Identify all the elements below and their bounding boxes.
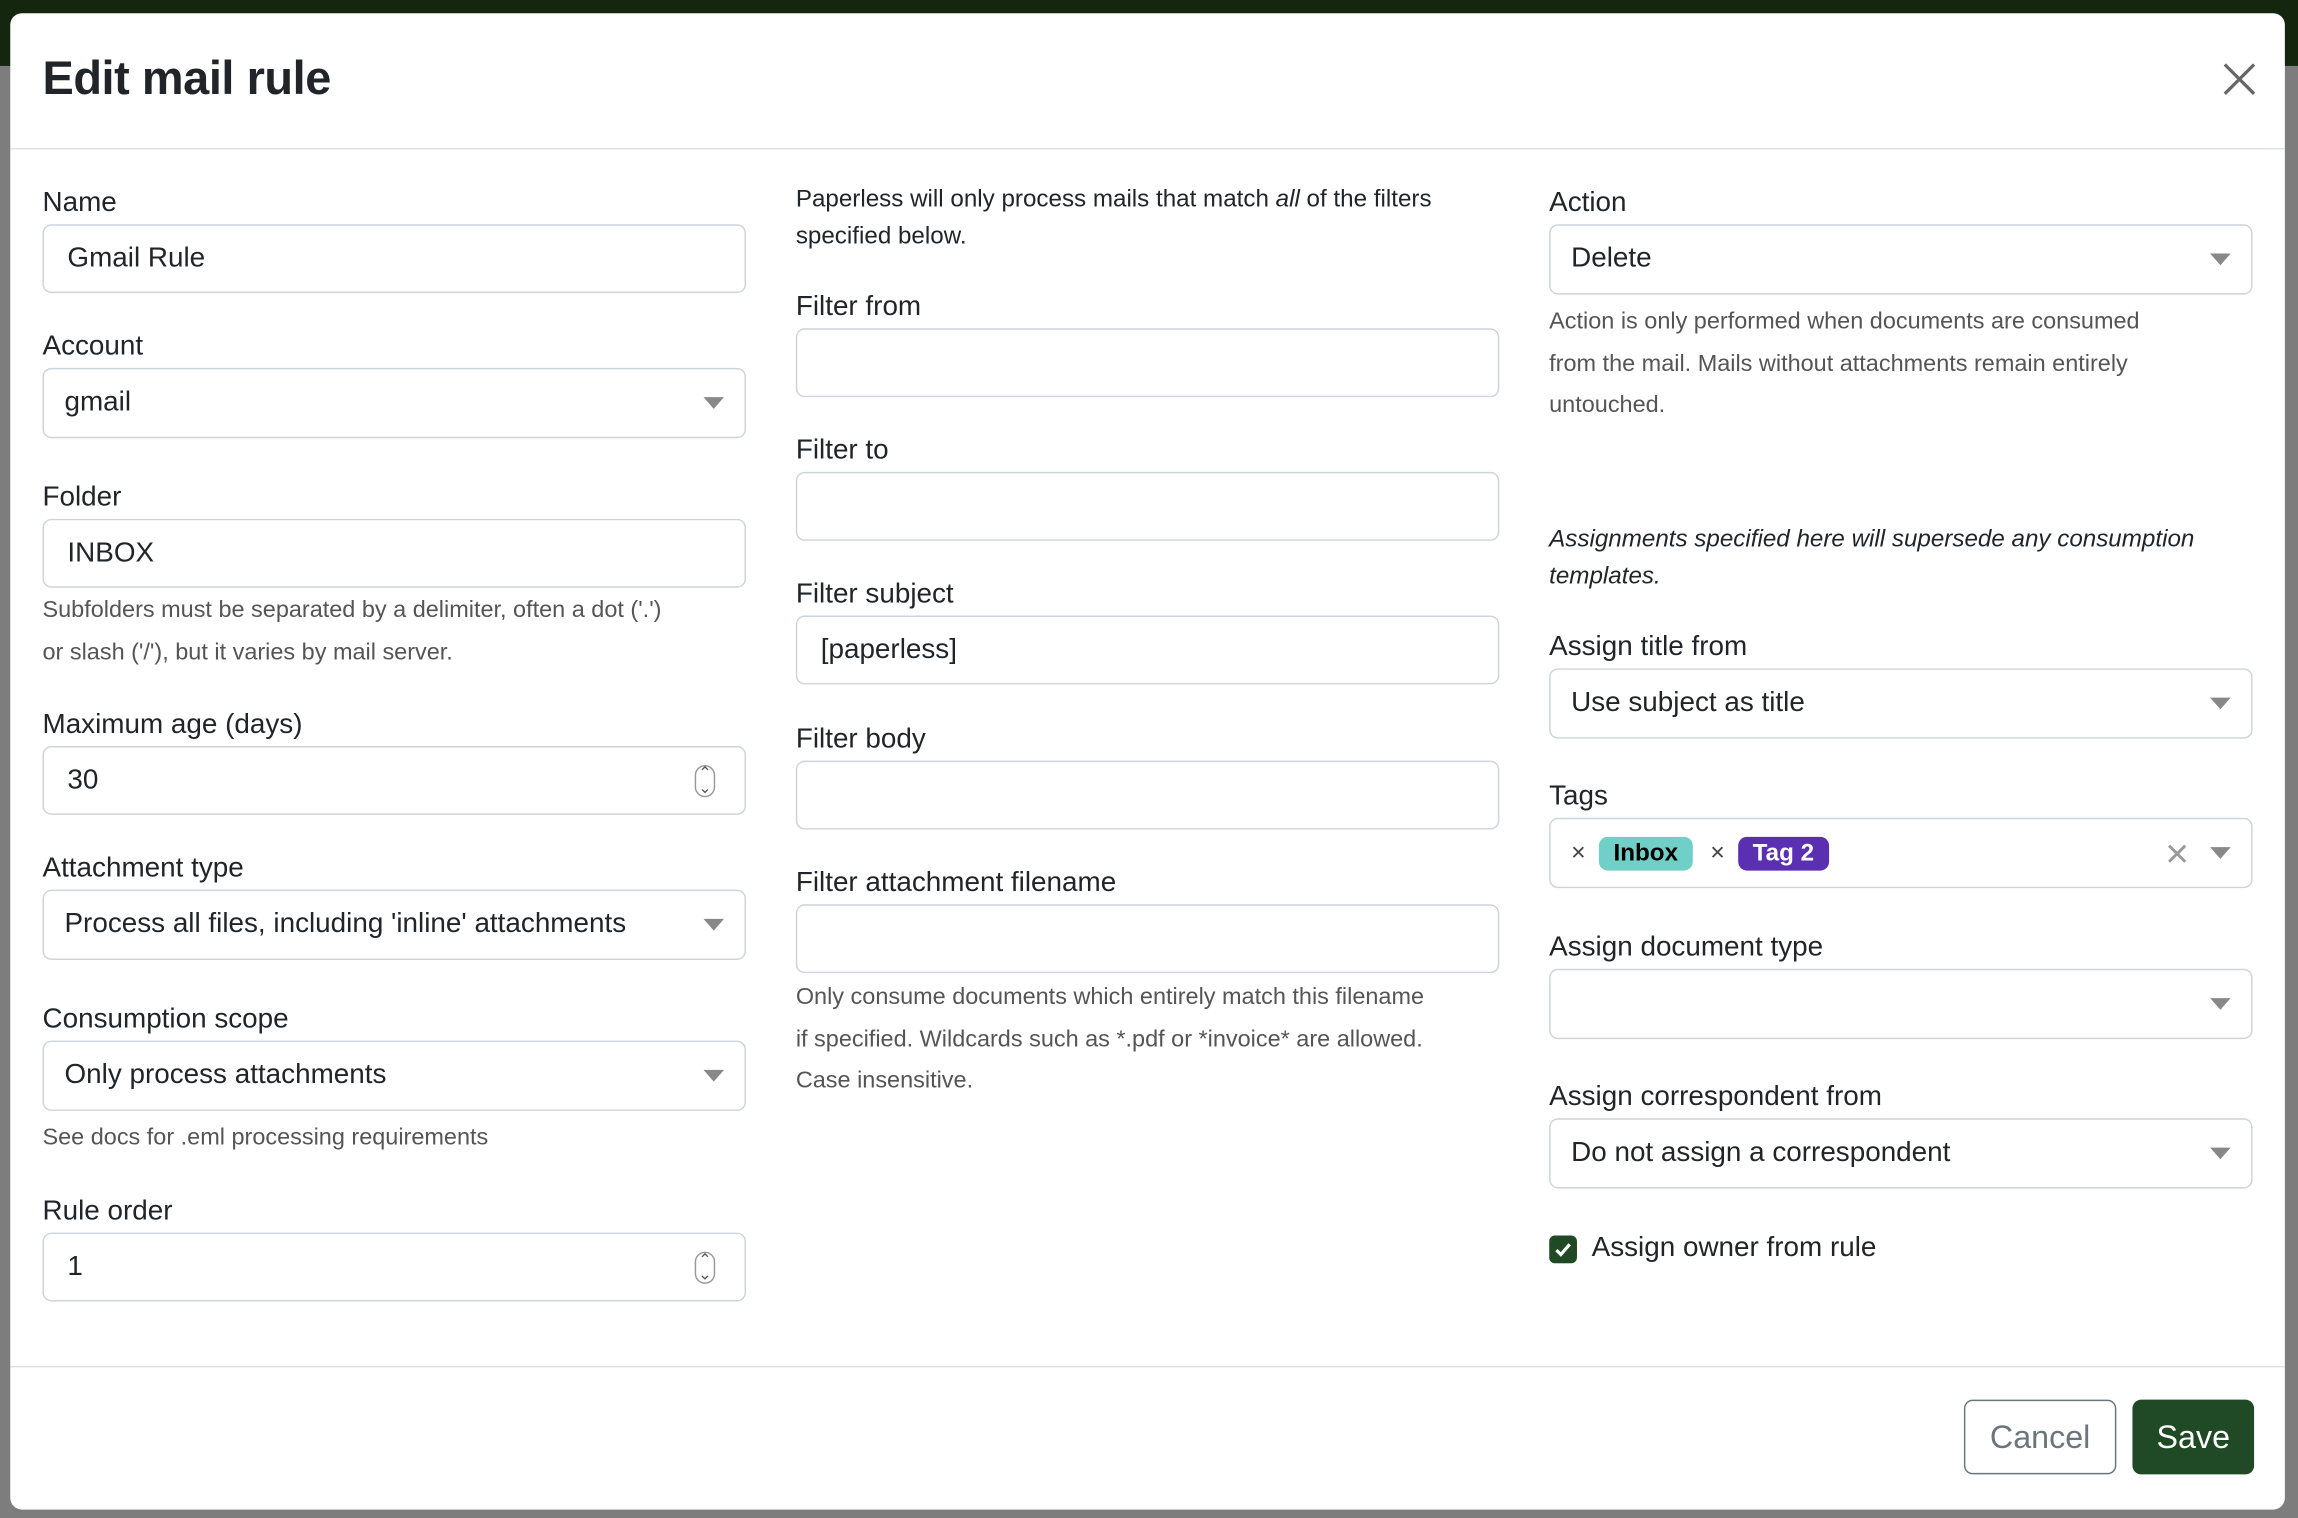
attachment-type-select[interactable]: Process all files, including 'inline' at…	[42, 889, 746, 960]
consumption-scope-help: See docs for .eml processing requirement…	[42, 1125, 489, 1151]
account-select[interactable]: gmail	[42, 367, 746, 439]
action-label: Action	[1549, 187, 1627, 219]
chevron-down-icon	[2210, 847, 2231, 859]
tag-chip-inbox: Inbox	[1598, 836, 1693, 870]
account-label: Account	[42, 331, 144, 363]
name-label: Name	[42, 187, 117, 219]
help-line: Case insensitive.	[795, 1068, 974, 1094]
consumption-scope-value: Only process attachments	[64, 1059, 387, 1091]
rule-order-label: Rule order	[42, 1195, 173, 1227]
title-from-value: Use subject as title	[1571, 687, 1805, 719]
filter-from-label: Filter from	[795, 291, 922, 323]
filter-to-input[interactable]	[795, 471, 1500, 541]
tags-select[interactable]: × Inbox × Tag 2	[1549, 817, 2253, 889]
folder-value: INBOX	[67, 537, 155, 568]
help-line: from the mail. Mails without attachments…	[1549, 351, 2128, 376]
spinner-icon[interactable]: ⌃ ⌄	[694, 765, 716, 798]
correspondent-value: Do not assign a correspondent	[1571, 1137, 1951, 1169]
folder-input[interactable]: INBOX	[42, 518, 746, 588]
title-from-select[interactable]: Use subject as title	[1549, 668, 2253, 739]
intro-emphasis: all	[1275, 186, 1300, 213]
intro-text: Paperless will only process mails that m…	[795, 186, 1276, 213]
title-from-label: Assign title from	[1549, 631, 1748, 663]
folder-label: Folder	[42, 482, 122, 513]
attachment-type-value: Process all files, including 'inline' at…	[64, 908, 627, 940]
intro-text: specified below.	[795, 222, 967, 249]
assign-owner-checkbox-row[interactable]: Assign owner from rule	[1549, 1233, 1876, 1265]
max-age-label: Maximum age (days)	[42, 709, 303, 741]
filter-body-input[interactable]	[795, 760, 1500, 830]
action-value: Delete	[1571, 243, 1652, 275]
chevron-down-icon	[703, 397, 725, 409]
folder-help-line: Subfolders must be separated by a delimi…	[42, 597, 662, 623]
filter-subject-label: Filter subject	[795, 578, 954, 610]
filter-attachment-help: Only consume documents which entirely ma…	[796, 978, 1514, 1103]
filter-to-label: Filter to	[795, 435, 889, 467]
help-line: if specified. Wildcards such as *.pdf or…	[795, 1026, 1423, 1052]
action-help: Action is only performed when documents …	[1549, 302, 2267, 427]
chevron-down-icon	[2210, 253, 2231, 266]
checkbox-checked-icon[interactable]	[1549, 1234, 1577, 1263]
intro-text: of the filters	[1299, 186, 1432, 213]
tag-chip-tag-2: Tag 2	[1738, 836, 1829, 870]
note-line: Assignments specified here will supersed…	[1549, 526, 2195, 553]
assign-owner-label: Assign owner from rule	[1591, 1232, 1877, 1264]
chevron-down-icon	[2210, 697, 2231, 710]
header-divider	[10, 148, 2285, 150]
name-value: Gmail Rule	[67, 242, 206, 274]
correspondent-label: Assign correspondent from	[1549, 1081, 1882, 1113]
account-value: gmail	[64, 386, 132, 418]
consumption-scope-select[interactable]: Only process attachments	[42, 1040, 746, 1111]
close-icon[interactable]	[2220, 60, 2258, 98]
filter-attachment-label: Filter attachment filename	[795, 867, 1117, 899]
chevron-down-icon	[2210, 998, 2231, 1010]
folder-help-line: or slash ('/'), but it varies by mail se…	[42, 639, 453, 665]
remove-tag-icon[interactable]: ×	[1710, 838, 1725, 867]
rule-order-value: 1	[67, 1250, 83, 1282]
footer-divider	[10, 1365, 2285, 1368]
filter-subject-input[interactable]: [paperless]	[795, 615, 1500, 685]
dialog-title: Edit mail rule	[42, 51, 332, 105]
consumption-scope-label: Consumption scope	[42, 1003, 289, 1035]
help-line: Only consume documents which entirely ma…	[795, 984, 1425, 1010]
help-line: untouched.	[1549, 392, 1666, 418]
document-type-label: Assign document type	[1549, 932, 1824, 963]
max-age-value: 30	[67, 764, 99, 796]
folder-help: Subfolders must be separated by a delimi…	[43, 591, 761, 675]
filters-intro: Paperless will only process mails that m…	[796, 182, 1514, 254]
help-line: Action is only performed when documents …	[1549, 309, 2140, 335]
note-line: templates.	[1549, 562, 1661, 589]
save-button[interactable]: Save	[2132, 1399, 2255, 1475]
name-input[interactable]: Gmail Rule	[42, 224, 746, 294]
cancel-button[interactable]: Cancel	[1963, 1399, 2117, 1475]
assignments-note: Assignments specified here will supersed…	[1549, 522, 2267, 594]
correspondent-select[interactable]: Do not assign a correspondent	[1549, 1118, 2253, 1189]
filter-body-label: Filter body	[795, 724, 926, 755]
action-select[interactable]: Delete	[1549, 224, 2253, 295]
chevron-down-icon	[703, 918, 725, 931]
filter-attachment-input[interactable]	[795, 904, 1500, 974]
rule-order-input[interactable]: 1 ⌃ ⌄	[42, 1232, 746, 1302]
document-type-select[interactable]	[1549, 968, 2253, 1040]
chevron-down-icon	[703, 1069, 725, 1082]
remove-tag-icon[interactable]: ×	[1571, 838, 1586, 867]
clear-all-icon[interactable]	[2168, 844, 2187, 863]
edit-mail-rule-dialog: Edit mail rule Name Gmail Rule Account g…	[10, 13, 2285, 1510]
max-age-input[interactable]: 30 ⌃ ⌄	[42, 745, 746, 815]
tags-label: Tags	[1549, 781, 1608, 812]
attachment-type-label: Attachment type	[42, 852, 244, 884]
filter-from-input[interactable]	[795, 328, 1500, 398]
spinner-icon[interactable]: ⌃ ⌄	[694, 1251, 716, 1284]
filter-subject-value: [paperless]	[820, 633, 957, 665]
chevron-down-icon	[2210, 1147, 2231, 1160]
